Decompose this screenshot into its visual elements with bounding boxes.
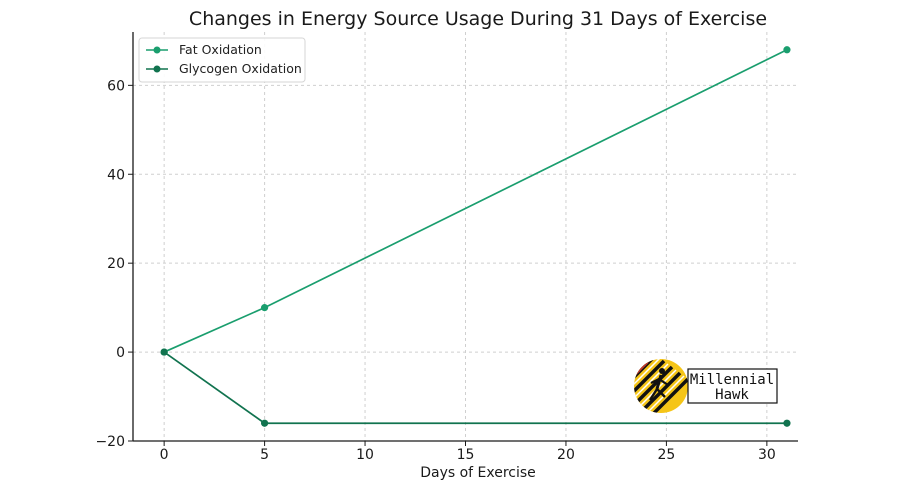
y-tick-label: −20 (95, 434, 125, 450)
logo-stripes (634, 359, 688, 413)
logo-text-line1: Millennial (690, 372, 774, 388)
legend-marker-fat (153, 46, 161, 54)
x-tick-label: 25 (657, 447, 675, 463)
millennial-hawk-logo: Millennial Hawk (634, 359, 778, 413)
x-axis-label: Days of Exercise (420, 465, 536, 481)
x-tick-label: 15 (457, 447, 475, 463)
ticks: 0 5 10 15 20 25 30 −20 0 20 40 60 (95, 78, 775, 463)
series (160, 46, 791, 427)
legend-label-glycogen: Glycogen Oxidation (179, 61, 302, 76)
runner-icon (648, 368, 669, 401)
legend-marker-glycogen (153, 65, 161, 73)
y-tick-label: 40 (107, 167, 125, 183)
x-tick-label: 30 (758, 447, 776, 463)
y-tick-label: 0 (116, 345, 125, 361)
x-tick-label: 0 (160, 447, 169, 463)
logo-text-line2: Hawk (715, 387, 749, 403)
x-tick-label: 10 (356, 447, 374, 463)
legend-label-fat: Fat Oxidation (179, 42, 262, 57)
data-point-fat-oxidation (260, 304, 269, 312)
data-point-fat-oxidation (783, 46, 791, 54)
chart-title: Changes in Energy Source Usage During 31… (189, 8, 767, 30)
data-point-glycogen-oxidation (160, 348, 168, 356)
logo-text-box (687, 368, 778, 404)
series-line-fat-oxidation (163, 49, 788, 353)
y-tick-label: 20 (107, 256, 125, 272)
y-tick-label: 60 (107, 78, 125, 94)
legend: Fat Oxidation Glycogen Oxidation (138, 37, 306, 83)
data-point-glycogen-oxidation (260, 419, 269, 427)
x-tick-label: 5 (260, 447, 269, 463)
legend-box (138, 37, 306, 83)
data-point-glycogen-oxidation (783, 419, 791, 427)
x-tick-label: 20 (557, 447, 575, 463)
